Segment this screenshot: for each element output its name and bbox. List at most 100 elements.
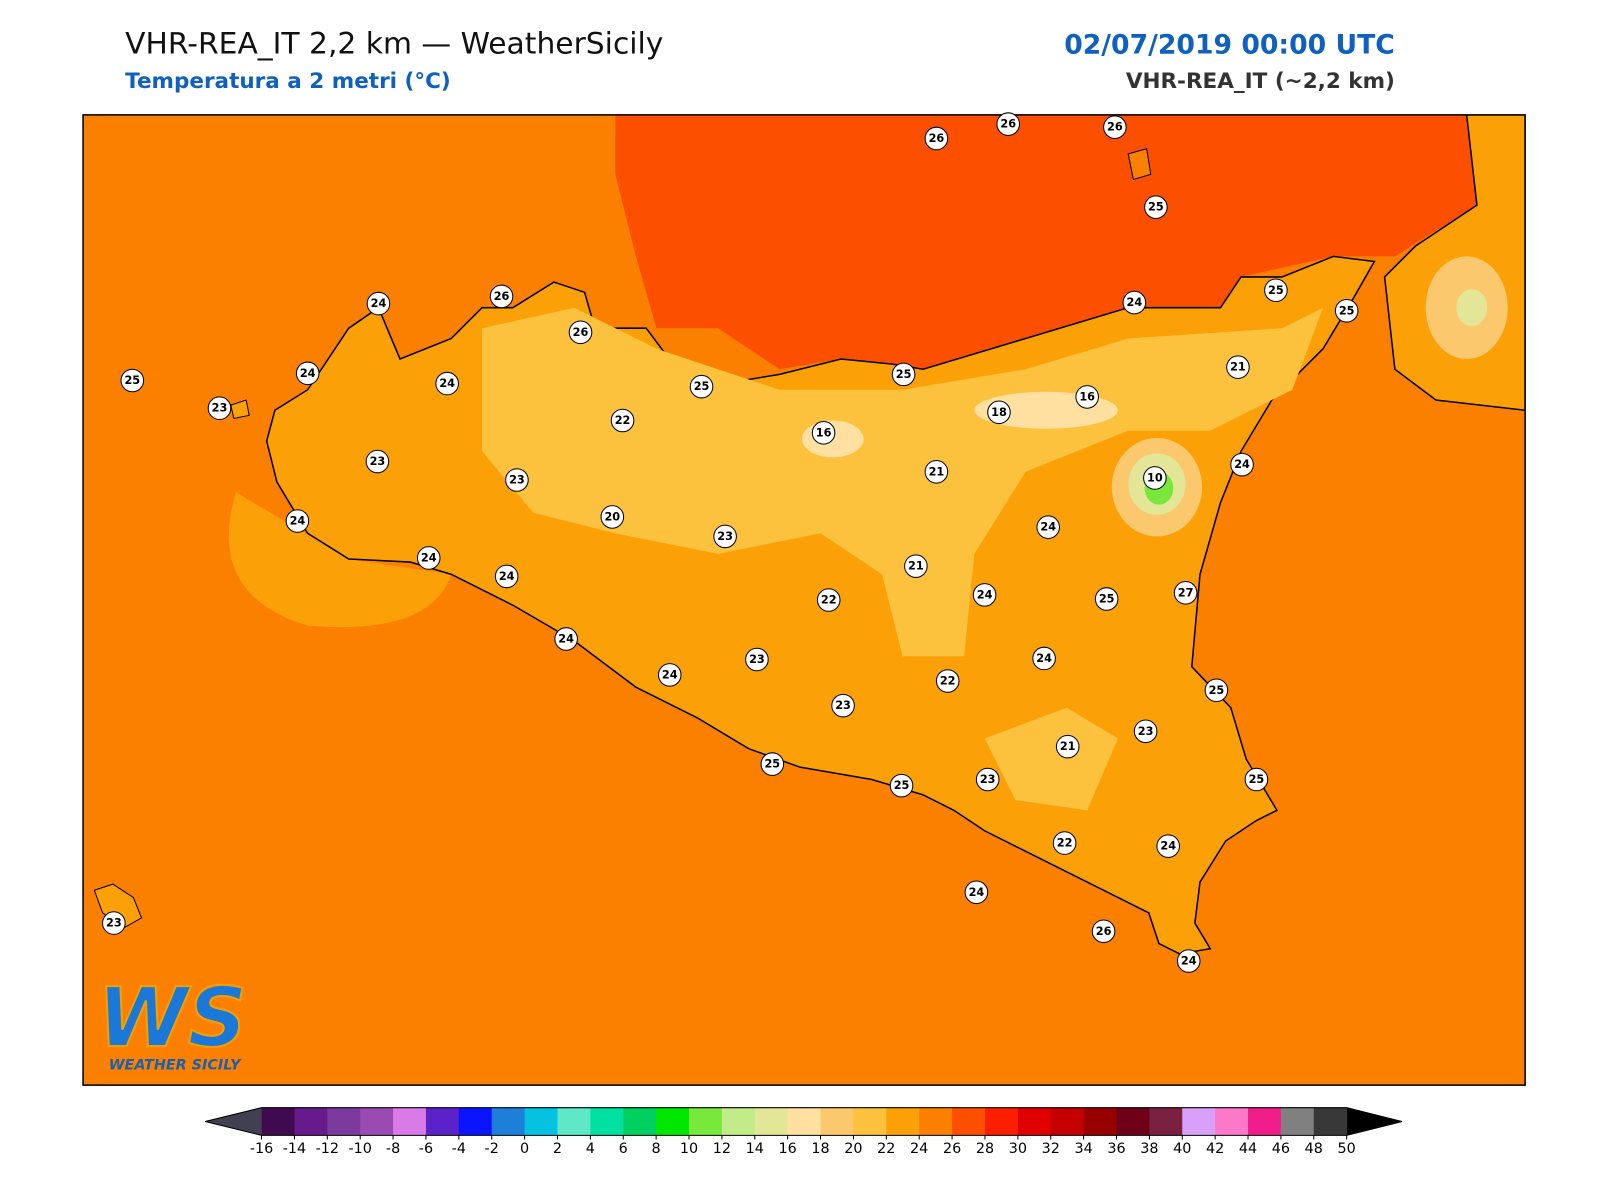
island [93,883,143,929]
colorbar-tick-label: 16 [779,1141,797,1157]
station-marker [1144,195,1168,219]
colorbar-bin [261,1107,295,1136]
colorbar-bin [1313,1107,1348,1136]
station-value: 26 [573,326,589,339]
colorbar-bin [623,1107,657,1136]
logo-mark: WS [97,971,247,1066]
colorbar-bin [327,1107,361,1136]
island [230,399,250,420]
station-value: 16 [1079,390,1095,403]
station-value: 26 [1107,121,1123,134]
colorbar-tick-label: 0 [520,1141,529,1157]
station-marker [760,752,785,776]
colorbar-tick-label: 6 [619,1141,628,1157]
station-marker [1091,919,1116,944]
title: VHR-REA_IT 2,2 km — WeatherSicily [125,26,663,61]
colorbar-tick-label: 18 [811,1141,829,1157]
colorbar-bin [754,1107,789,1136]
station-value: 24 [371,297,387,310]
station-value: 25 [124,374,140,387]
station-value: 16 [816,426,832,439]
colorbar-tick-label: 50 [1338,1141,1356,1157]
cool-spot [1456,289,1488,327]
station-value: 24 [421,551,437,564]
station-value: 22 [1057,837,1073,850]
station-value: 25 [1209,684,1225,697]
station-value: 25 [1249,773,1265,786]
station-marker [1156,834,1180,858]
map-frame [82,114,1526,1086]
station-marker [366,291,391,316]
colorbar-under [205,1107,262,1136]
station-marker [295,361,320,386]
cool-area [482,307,1324,657]
colorbar-bin [458,1107,493,1136]
colorbar-tick-label: -12 [316,1141,339,1157]
colorbar-bin [886,1107,920,1136]
station-marker [600,505,625,529]
station-marker [889,773,914,798]
station-marker [975,767,1000,792]
colorbar-bin [557,1107,591,1136]
station-value: 20 [604,510,620,523]
station-marker [1055,734,1080,759]
station-marker [1122,290,1147,315]
station-value: 24 [1160,840,1176,853]
station-marker [972,583,997,607]
colorbar-tick-label: 40 [1173,1141,1191,1157]
station-marker [891,362,916,387]
station-value: 26 [1096,925,1112,938]
colorbar-bin [590,1107,624,1136]
colorbar-tick-label: 4 [586,1141,595,1157]
colorbar-tick-label: 32 [1042,1141,1060,1157]
station-value: 24 [977,588,993,601]
station-value: 24 [1181,955,1197,968]
station-marker [1075,385,1099,409]
colorbar-bin [491,1107,526,1136]
station-value: 21 [929,465,945,478]
station-value: 18 [991,406,1007,419]
colorbar-bin [984,1107,1019,1136]
station-value: 26 [929,132,945,145]
colorbar-tick-label: 34 [1074,1141,1092,1157]
station-value: 21 [1230,361,1246,374]
station-marker [365,449,390,474]
station-marker [489,284,514,309]
station-value: 23 [980,773,996,786]
colorbar-bin [425,1107,460,1136]
station-value: 23 [370,455,386,468]
subtitle: Temperatura a 2 metri (°C) [125,69,451,94]
colorbar-bin [721,1107,756,1136]
station-marker [120,368,145,393]
station-marker [935,669,960,693]
colorbar-tick-label: 44 [1239,1141,1257,1157]
station-value: 24 [499,570,515,583]
colorbar-tick-label: 14 [746,1141,764,1157]
station-value: 23 [717,530,733,543]
colorbar-tick-label: 36 [1107,1141,1125,1157]
station-marker [102,911,126,935]
colorbar-tick-label: -6 [419,1141,433,1157]
colorbar-bin [1248,1107,1282,1136]
station-marker [285,509,310,533]
station-marker [811,421,836,445]
colorbar-tick-label: 22 [877,1141,895,1157]
station-value: 10 [1147,471,1163,484]
station-marker [554,627,578,651]
colorbar: -16 -14 -12 -10 -8 -6 -4 -2 0 2 4 6 8 10 12 14 16 18 20 22 2… [205,1107,1403,1157]
station-value: 23 [835,699,851,712]
datetime: 02/07/2019 00:00 UTC [1064,29,1395,60]
colorbar-bin [1149,1107,1183,1136]
station-marker [964,880,989,905]
colorbar-bin [524,1107,558,1136]
colorbar-tick-label: 28 [976,1141,994,1157]
colorbar-tick-label: 38 [1140,1141,1158,1157]
station-value: 25 [764,758,780,771]
colorbar-bin [393,1107,427,1136]
station-value: 26 [1000,118,1016,131]
station-marker [416,546,441,570]
station-marker [1133,719,1158,744]
colorbar-tick-label: 12 [713,1141,731,1157]
colorbar-bin [1050,1107,1085,1136]
colorbar-tick-label: -2 [485,1141,499,1157]
